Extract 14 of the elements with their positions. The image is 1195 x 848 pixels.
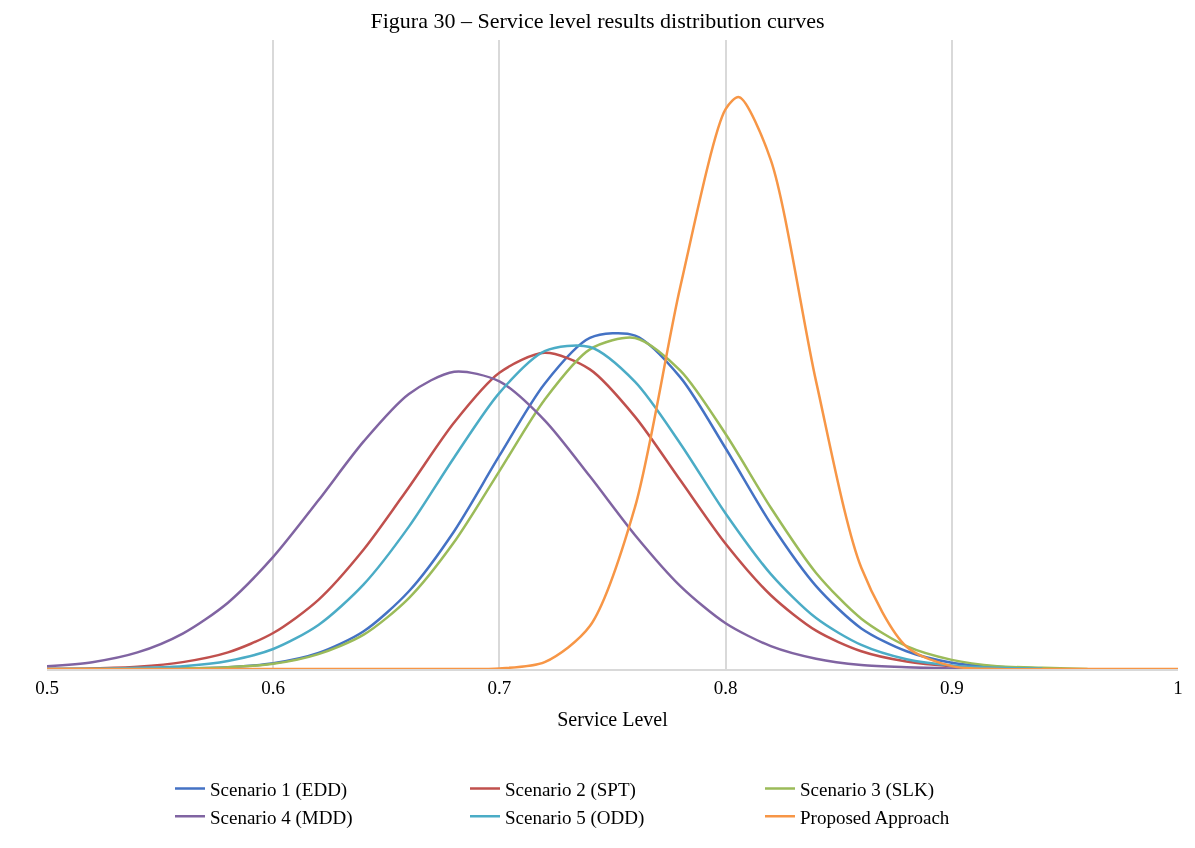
legend-label: Scenario 4 (MDD) [210,806,353,829]
chart-title: Figura 30 – Service level results distribution curves [370,8,825,34]
x-tick-label: 0.6 [261,676,286,698]
legend-label: Scenario 2 (SPT) [505,778,636,801]
x-tick-label: 0.7 [487,676,512,698]
legend-label: Proposed Approach [800,806,950,828]
x-tick-label: 0.9 [939,676,964,698]
legend-label: Scenario 1 (EDD) [210,778,348,801]
x-tick-label: 0.5 [35,676,59,698]
x-tick-label: 0.8 [713,676,738,698]
x-tick-label: 1 [1173,676,1183,698]
legend-label: Scenario 5 (ODD) [505,806,645,829]
x-axis-title: Service Level [557,707,669,730]
legend-label: Scenario 3 (SLK) [800,778,935,801]
